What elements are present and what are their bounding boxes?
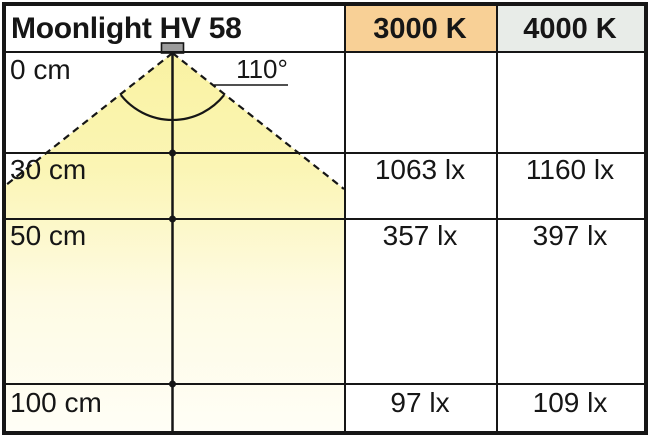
row-label-0cm: 0 cm (10, 54, 71, 85)
light-distribution-diagram (6, 42, 344, 431)
product-title: Moonlight HV 58 (11, 12, 242, 45)
light-cone (6, 53, 344, 431)
beam-edge-dashed-right (171, 52, 344, 190)
grid-line-col-3000k (344, 6, 346, 431)
column-header-4000k: 4000 K (523, 13, 617, 45)
column-header-3000k: 3000 K (373, 13, 467, 45)
grid-line-col-4000k (496, 6, 498, 431)
value-50cm-3000k: 357 lx (382, 220, 458, 251)
grid-line-50cm (6, 218, 644, 220)
row-label-50cm: 50 cm (10, 220, 87, 251)
luminaire-icon (160, 42, 185, 54)
row-label-30cm: 30 cm (10, 154, 87, 185)
beam-angle-arc (120, 94, 225, 122)
value-30cm-4000k: 1160 lx (525, 154, 615, 185)
row-label-100cm: 100 cm (10, 387, 102, 418)
grid-line-100cm (6, 383, 644, 385)
grid-line-30cm (6, 152, 644, 154)
value-100cm-4000k: 109 lx (532, 387, 608, 418)
value-30cm-3000k: 1063 lx (374, 154, 466, 185)
grid-line-header-bottom (6, 51, 644, 53)
value-100cm-3000k: 97 lx (390, 387, 450, 418)
header-bg-3000k (344, 6, 496, 52)
beam-angle-label: 110° (236, 54, 288, 84)
value-50cm-4000k: 397 lx (532, 220, 608, 251)
header-bg-4000k (496, 6, 644, 52)
